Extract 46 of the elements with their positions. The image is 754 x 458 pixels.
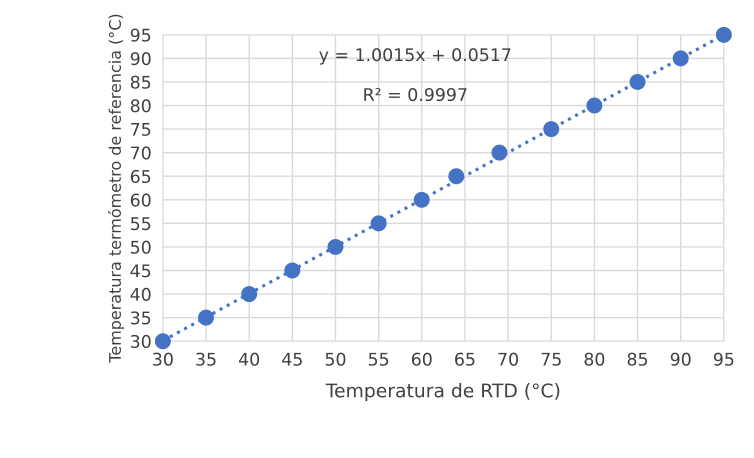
point <box>198 310 214 326</box>
y-tick-label: 80 <box>130 99 151 112</box>
y-tick-label: 85 <box>130 76 150 89</box>
x-axis-title: Temperatura de RTD (°C) <box>326 383 560 402</box>
point <box>284 262 300 278</box>
point <box>630 74 646 90</box>
point <box>370 215 387 232</box>
x-tick-label: 45 <box>282 352 302 366</box>
x-tick-label: 40 <box>238 352 260 366</box>
point <box>672 50 689 66</box>
point <box>241 286 258 302</box>
x-tick-label: 95 <box>714 352 734 366</box>
annotation: R² = 0.9997 <box>364 88 466 102</box>
point <box>154 333 171 350</box>
y-tick-label: 95 <box>130 28 150 42</box>
x-tick-label: 60 <box>412 352 432 366</box>
x-tick-label: 50 <box>326 352 346 366</box>
y-tick-label: 50 <box>131 240 151 254</box>
point <box>414 192 430 208</box>
point <box>327 238 344 255</box>
annotation: y = 1.0015x + 0.0517 <box>319 48 510 65</box>
y-tick-label: 70 <box>131 146 151 160</box>
y-tick-label: 60 <box>130 194 151 207</box>
x-tick-label: 35 <box>196 352 216 366</box>
y-axis-title: Temperatura termómetro de referencia (°C) <box>108 14 124 363</box>
point <box>543 121 560 138</box>
point <box>586 98 602 114</box>
point <box>448 168 464 184</box>
x-tick-label: 80 <box>584 352 604 366</box>
point <box>716 26 732 43</box>
y-tick-label: 40 <box>130 288 151 301</box>
y-tick-label: 75 <box>131 123 150 136</box>
x-tick-label: 75 <box>542 352 561 366</box>
x-tick-label: 30 <box>153 352 173 366</box>
point <box>491 144 508 161</box>
y-tick-label: 55 <box>131 217 150 230</box>
x-tick-label: 55 <box>368 352 388 366</box>
x-tick-label: 85 <box>628 352 648 366</box>
x-tick-label: 65 <box>455 352 474 366</box>
y-tick-label: 35 <box>130 311 150 324</box>
y-tick-label: 45 <box>130 264 150 278</box>
y-tick-label: 30 <box>130 334 151 348</box>
y-tick-label: 65 <box>130 170 150 184</box>
x-tick-label: 90 <box>670 352 691 366</box>
x-tick-label: 70 <box>498 352 518 366</box>
y-tick-label: 90 <box>130 52 151 66</box>
